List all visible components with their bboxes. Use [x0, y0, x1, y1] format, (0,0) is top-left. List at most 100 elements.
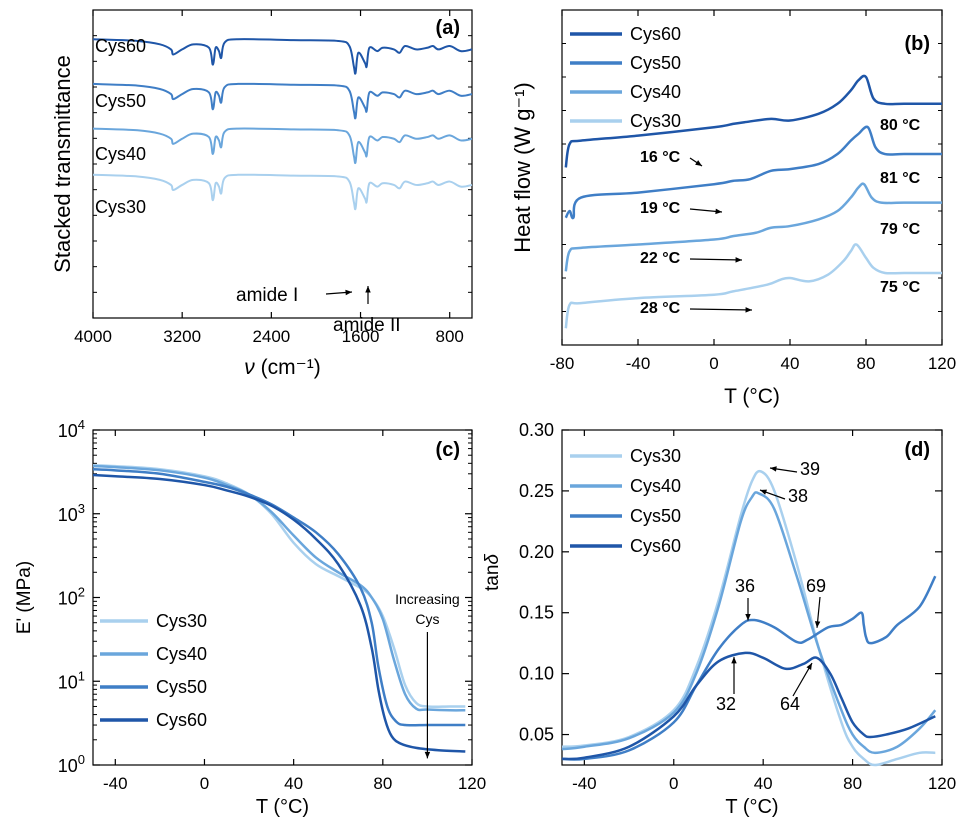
- panel-b-series-cys60: [564, 74, 942, 168]
- panel-d-arrow-36-head: [745, 614, 751, 621]
- panel-b-annotation-peak-cys50: 81 °C: [880, 170, 921, 187]
- panel-c-ytick-label: 104: [58, 417, 85, 441]
- panel-c-ylabel: E' (MPa): [14, 561, 35, 634]
- panel-c-legend-label-cys30: Cys30: [156, 611, 207, 631]
- panel-d-annotation-64: 64: [780, 694, 800, 714]
- panel-c-xtick-label: 80: [373, 774, 392, 793]
- panel-b-arrow-tg-cys50-head: [715, 208, 722, 215]
- panel-a-label: (a): [436, 17, 460, 39]
- panel-a-series-cys40: [92, 127, 473, 165]
- panel-d-annotation-38: 38: [788, 486, 808, 506]
- panel-b-series-cys30: [564, 243, 942, 329]
- panel-a-xtick-label: 800: [436, 327, 464, 346]
- panel-d-annotation-32: 32: [716, 694, 736, 714]
- panel-c-ytick-label: 102: [58, 585, 85, 609]
- panel-d-xlabel: T (°C): [725, 796, 778, 818]
- panel-d-xtick-label: 0: [669, 774, 678, 793]
- panel-b-xtick-label: 0: [709, 354, 718, 373]
- panel-c-annotation-increasing: Increasing: [395, 591, 460, 607]
- panel-c-legend-label-cys50: Cys50: [156, 677, 207, 697]
- panel-c-ytick-label: 103: [58, 501, 85, 525]
- panel-a-series-cys30: [92, 173, 473, 211]
- panel-b-xtick-label: 120: [928, 354, 956, 373]
- panel-c-series-cys60: [92, 473, 466, 753]
- panel-d-ylabel: tanδ: [482, 554, 503, 591]
- panel-b-xtick-label: 40: [781, 354, 800, 373]
- panel-c-arrow-increasing-cys-head: [424, 751, 431, 759]
- panel-b-arrow-tg-cys30-shaft: [689, 308, 753, 311]
- panel-d-ytick-label: 0.10: [519, 664, 554, 684]
- panel-d-ytick-label: 0.25: [519, 481, 554, 501]
- panel-a-series-label-cys50: Cys50: [95, 91, 146, 111]
- panel-b-annotation-peak-cys30: 75 °C: [880, 279, 921, 296]
- panel-d-ytick-label: 0.20: [519, 542, 554, 562]
- panel-b-arrow-tg-cys30-head: [745, 307, 752, 313]
- panel-c-xtick-label: 40: [284, 774, 303, 793]
- panel-b-annotation-tg-cys50: 19 °C: [640, 200, 681, 217]
- panel-a-plot-frame: [92, 9, 473, 319]
- panel-a-arrow-amide-i-head: [345, 289, 352, 296]
- panel-b-annotation-peak-cys60: 80 °C: [880, 117, 921, 134]
- panel-b-xlabel: T (°C): [724, 385, 780, 408]
- panel-b-legend-label-cys50: Cys50: [630, 53, 681, 73]
- panel-b-annotation-tg-cys60: 16 °C: [640, 149, 681, 166]
- panel-a-series-label-cys30: Cys30: [95, 197, 146, 217]
- panel-d-label: (d): [904, 439, 930, 461]
- panel-d-legend-label-cys50: Cys50: [630, 506, 681, 526]
- panel-b-series-cys40: [564, 182, 942, 272]
- panel-b-xtick-label: -40: [626, 354, 651, 373]
- panel-b-label: (b): [904, 33, 930, 55]
- panel-b-legend-label-cys30: Cys30: [630, 111, 681, 131]
- panel-b-annotation-peak-cys40: 79 °C: [880, 221, 921, 238]
- panel-d-ytick-label: 0.15: [519, 603, 554, 623]
- panel-c-xtick-label: -40: [103, 774, 128, 793]
- panel-b-arrow-tg-cys40-shaft: [689, 258, 743, 261]
- panel-d-annotation-69: 69: [806, 576, 826, 596]
- panel-b-xtick-label: 80: [857, 354, 876, 373]
- panel-a-series-cys50: [92, 82, 473, 120]
- panel-b-series-cys50: [564, 125, 942, 220]
- panel-d-series-cys60: [561, 651, 936, 761]
- panel-a-annotation-amide-i: amide I: [236, 285, 298, 306]
- panel-a-xtick-label: 1600: [342, 327, 380, 346]
- panel-a-series-cys60: [92, 38, 473, 75]
- panel-a-xtick-label: 3200: [163, 327, 201, 346]
- panel-b-arrow-tg-cys40-head: [735, 257, 742, 263]
- panel-c-annotation-cys: Cys: [415, 611, 439, 627]
- panel-a-arrow-amide-ii-head: [365, 286, 371, 293]
- panel-d-xtick-label: 80: [843, 774, 862, 793]
- panel-d-series-cys50: [561, 575, 937, 761]
- panel-a-xtick-label: 2400: [252, 327, 290, 346]
- panel-b-annotation-tg-cys40: 22 °C: [640, 250, 681, 267]
- panel-d-legend-label-cys30: Cys30: [630, 446, 681, 466]
- panel-c-legend-label-cys60: Cys60: [156, 710, 207, 730]
- panel-c-xlabel: T (°C): [256, 796, 309, 818]
- panel-d-arrow-64-head: [806, 663, 812, 670]
- panel-a-annotation-amide-ii: amide II: [333, 315, 401, 336]
- panel-d-series-cys40: [561, 491, 937, 755]
- panel-c-ytick-label: 100: [58, 752, 85, 776]
- panel-d-xtick-label: -40: [572, 774, 597, 793]
- panel-c-xtick-label: 120: [458, 774, 486, 793]
- panel-d-plot-frame: [561, 429, 943, 766]
- panel-c-series-cys50: [92, 467, 466, 727]
- panel-c-ytick-label: 101: [58, 668, 85, 692]
- panel-d-annotation-39: 39: [800, 459, 820, 479]
- panel-a-series-label-cys40: Cys40: [95, 144, 146, 164]
- panel-d-legend-label-cys40: Cys40: [630, 476, 681, 496]
- panel-b-annotation-tg-cys30: 28 °C: [640, 300, 681, 317]
- panel-d-series-cys30: [561, 469, 936, 767]
- panel-b-xtick-label: -80: [550, 354, 575, 373]
- panel-a-xlabel: ν (cm⁻¹): [244, 356, 320, 379]
- panel-d-arrow-38-head: [760, 489, 767, 495]
- panel-d-xtick-label: 120: [928, 774, 956, 793]
- panel-c-series-cys40: [92, 464, 466, 712]
- panel-a-series-label-cys60: Cys60: [95, 36, 146, 56]
- panel-c-label: (c): [436, 439, 460, 461]
- panel-a-xtick-label: 4000: [74, 327, 112, 346]
- panel-b-ylabel: Heat flow (W g⁻¹): [510, 82, 535, 253]
- panel-c-series-cys30: [92, 463, 466, 708]
- panel-b-arrow-tg-cys60-head: [695, 160, 702, 166]
- panel-d-legend-label-cys60: Cys60: [630, 536, 681, 556]
